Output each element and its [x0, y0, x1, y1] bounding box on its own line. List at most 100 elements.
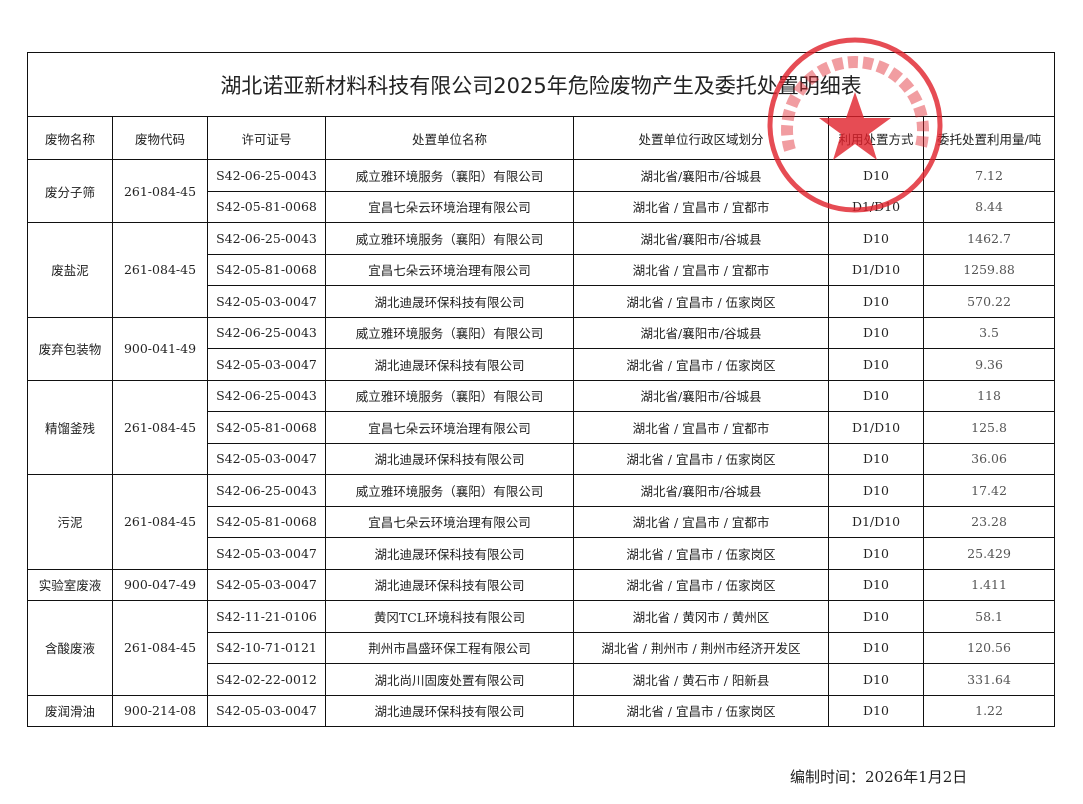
- disposal-method: D1/D10: [828, 190, 924, 223]
- disposal-unit: 湖北尚川固废处置有限公司: [325, 663, 574, 696]
- license-number: S42-05-03-0047: [207, 285, 326, 318]
- waste-code: 261-084-45: [112, 600, 208, 696]
- document: 湖北诺亚新材料科技有限公司2025年危险废物产生及委托处置明细表 废物名称 废物…: [26, 52, 1056, 727]
- table-row: S42-05-81-0068 宜昌七朵云环境治理有限公司 湖北省 / 宜昌市 / 宜…: [28, 253, 1056, 286]
- disposal-unit: 湖北迪晟环保科技有限公司: [325, 537, 574, 570]
- disposal-unit: 宜昌七朵云环境治理有限公司: [325, 190, 574, 223]
- amount: 570.22: [922, 285, 1056, 318]
- table-row: S42-05-03-0047 湖北迪晟环保科技有限公司 湖北省 / 宜昌市 / 伍家…: [28, 285, 1056, 318]
- table-row: 废润滑油 900-214-08 S42-05-03-0047 湖北迪晟环保科技有限公司…: [27, 694, 1056, 727]
- waste-name: 污泥: [27, 474, 113, 570]
- region: 湖北省 / 宜昌市 / 宜都市: [573, 253, 829, 286]
- waste-name: 废盐泥: [27, 222, 113, 318]
- table-row: 废弃包装物 900-041-49 S42-06-25-0043 威立雅环境服务（襄阳）…: [27, 316, 1056, 381]
- waste-name: 废分子筛: [27, 159, 113, 223]
- license-number: S42-05-03-0047: [207, 442, 326, 475]
- header-waste-name: 废物名称: [27, 116, 113, 160]
- waste-name: 废润滑油: [27, 694, 113, 727]
- table-row: 精馏釜残 261-084-45 S42-06-25-0043 威立雅环境服务（襄阳）有…: [27, 379, 1056, 475]
- license-number: S42-05-03-0047: [207, 537, 326, 570]
- license-number: S42-10-71-0121: [207, 631, 326, 664]
- disposal-unit: 威立雅环境服务（襄阳）有限公司: [325, 316, 574, 349]
- amount: 1462.7: [922, 222, 1056, 255]
- header-waste-code: 废物代码: [112, 116, 208, 160]
- license-number: S42-06-25-0043: [207, 159, 326, 192]
- license-number: S42-05-81-0068: [207, 190, 326, 223]
- waste-code: 261-084-45: [112, 222, 208, 318]
- amount: 1.22: [922, 694, 1056, 727]
- region: 湖北省/襄阳市/谷城县: [573, 379, 829, 412]
- region: 湖北省 / 宜昌市 / 伍家岗区: [573, 285, 829, 318]
- waste-table: 湖北诺亚新材料科技有限公司2025年危险废物产生及委托处置明细表 废物名称 废物…: [26, 52, 1056, 727]
- amount: 25.429: [922, 537, 1056, 570]
- disposal-method: D1/D10: [828, 505, 924, 538]
- table-row: 污泥 261-084-45 S42-06-25-0043 威立雅环境服务（襄阳）有限公…: [27, 474, 1056, 570]
- region: 湖北省/襄阳市/谷城县: [573, 316, 829, 349]
- waste-code: 900-047-49: [112, 568, 208, 601]
- amount: 58.1: [922, 600, 1056, 633]
- disposal-method: D10: [828, 537, 924, 570]
- disposal-method: D10: [828, 631, 924, 664]
- region: 湖北省/襄阳市/谷城县: [573, 222, 829, 255]
- disposal-method: D10: [828, 474, 924, 507]
- table-row: S42-02-22-0012 湖北尚川固废处置有限公司 湖北省 / 黄石市 / 阳新…: [28, 663, 1056, 696]
- region: 湖北省 / 黄石市 / 阳新县: [573, 663, 829, 696]
- region: 湖北省 / 宜昌市 / 伍家岗区: [573, 442, 829, 475]
- region: 湖北省 / 荆州市 / 荆州市经济开发区: [573, 631, 829, 664]
- header-method: 利用处置方式: [828, 116, 924, 160]
- table-row: 实验室废液 900-047-49 S42-05-03-0047 湖北迪晟环保科技有限公…: [27, 568, 1056, 601]
- disposal-unit: 威立雅环境服务（襄阳）有限公司: [325, 474, 574, 507]
- amount: 7.12: [922, 159, 1056, 192]
- table-row: S42-05-03-0047 湖北迪晟环保科技有限公司 湖北省 / 宜昌市 / 伍家…: [28, 442, 1056, 475]
- header-disposal-unit: 处置单位名称: [325, 116, 574, 160]
- disposal-unit: 湖北迪晟环保科技有限公司: [325, 442, 574, 475]
- table-row: S42-05-03-0047 湖北迪晟环保科技有限公司 湖北省 / 宜昌市 / 伍家…: [28, 348, 1056, 381]
- amount: 1.411: [922, 568, 1056, 601]
- amount: 118: [922, 379, 1056, 412]
- table-row: 废分子筛 261-084-45 S42-06-25-0043 威立雅环境服务（襄阳）有…: [27, 159, 1056, 223]
- disposal-unit: 威立雅环境服务（襄阳）有限公司: [325, 379, 574, 412]
- disposal-method: D1/D10: [828, 253, 924, 286]
- table-row: 废盐泥 261-084-45 S42-06-25-0043 威立雅环境服务（襄阳）有限…: [27, 222, 1056, 318]
- amount: 8.44: [922, 190, 1056, 223]
- region: 湖北省 / 宜昌市 / 宜都市: [573, 505, 829, 538]
- disposal-unit: 宜昌七朵云环境治理有限公司: [325, 253, 574, 286]
- table-row: 含酸废液 261-084-45 S42-11-21-0106 黄冈TCL环境科技有限公…: [27, 600, 1056, 696]
- disposal-unit: 黄冈TCL环境科技有限公司: [325, 600, 574, 633]
- amount: 125.8: [922, 411, 1056, 444]
- disposal-unit: 宜昌七朵云环境治理有限公司: [325, 411, 574, 444]
- disposal-unit: 荆州市昌盛环保工程有限公司: [325, 631, 574, 664]
- amount: 23.28: [922, 505, 1056, 538]
- license-number: S42-05-81-0068: [207, 505, 326, 538]
- header-row: 废物名称 废物代码 许可证号 处置单位名称 处置单位行政区域划分 利用处置方式 …: [27, 116, 1056, 160]
- waste-code: 900-214-08: [112, 694, 208, 727]
- region: 湖北省 / 宜昌市 / 伍家岗区: [573, 568, 829, 601]
- disposal-method: D10: [828, 348, 924, 381]
- waste-code: 261-084-45: [112, 159, 208, 223]
- amount: 120.56: [922, 631, 1056, 664]
- waste-name: 含酸废液: [27, 600, 113, 696]
- waste-name: 精馏釜残: [27, 379, 113, 475]
- region: 湖北省 / 宜昌市 / 伍家岗区: [573, 694, 829, 727]
- header-amount: 委托处置利用量/吨: [922, 116, 1056, 160]
- amount: 331.64: [922, 663, 1056, 696]
- disposal-method: D10: [828, 568, 924, 601]
- header-region: 处置单位行政区域划分: [573, 116, 829, 160]
- table-row: S42-05-81-0068 宜昌七朵云环境治理有限公司 湖北省 / 宜昌市 / 宜…: [28, 411, 1056, 444]
- license-number: S42-06-25-0043: [207, 474, 326, 507]
- amount: 17.42: [922, 474, 1056, 507]
- compile-date: 编制时间：2026年1月2日: [790, 768, 968, 786]
- license-number: S42-06-25-0043: [207, 379, 326, 412]
- amount: 36.06: [922, 442, 1056, 475]
- license-number: S42-06-25-0043: [207, 316, 326, 349]
- disposal-unit: 威立雅环境服务（襄阳）有限公司: [325, 222, 574, 255]
- table-row: S42-10-71-0121 荆州市昌盛环保工程有限公司 湖北省 / 荆州市 / 荆…: [28, 631, 1056, 664]
- license-number: S42-11-21-0106: [207, 600, 326, 633]
- waste-code: 900-041-49: [112, 316, 208, 381]
- region: 湖北省/襄阳市/谷城县: [573, 159, 829, 192]
- region: 湖北省 / 宜昌市 / 宜都市: [573, 411, 829, 444]
- disposal-method: D10: [828, 442, 924, 475]
- amount: 1259.88: [922, 253, 1056, 286]
- amount: 3.5: [922, 316, 1056, 349]
- disposal-unit: 湖北迪晟环保科技有限公司: [325, 285, 574, 318]
